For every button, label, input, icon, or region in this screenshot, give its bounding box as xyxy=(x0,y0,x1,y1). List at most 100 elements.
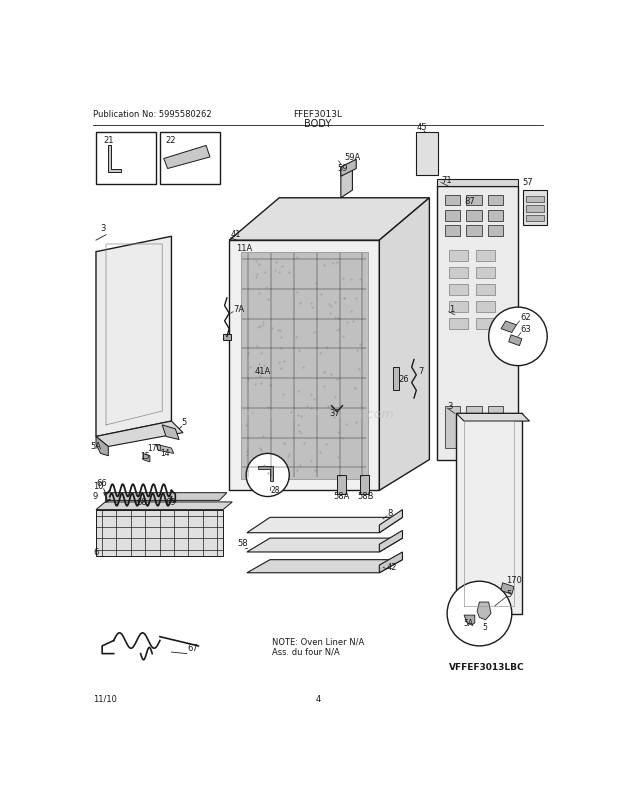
Polygon shape xyxy=(341,160,356,177)
Bar xyxy=(445,226,460,237)
Polygon shape xyxy=(379,510,402,533)
Text: 63: 63 xyxy=(520,324,531,333)
Bar xyxy=(416,133,438,176)
Bar xyxy=(96,510,223,556)
Text: 68: 68 xyxy=(137,497,148,506)
Bar xyxy=(523,191,547,225)
Bar xyxy=(445,406,460,448)
Text: 7A: 7A xyxy=(233,305,244,314)
Bar xyxy=(526,216,544,221)
Text: 41A: 41A xyxy=(255,367,271,375)
Circle shape xyxy=(489,308,547,367)
Text: 28: 28 xyxy=(270,486,280,495)
Polygon shape xyxy=(229,199,430,241)
Bar xyxy=(223,334,231,341)
Bar xyxy=(466,211,482,221)
Text: FFEF3013L: FFEF3013L xyxy=(293,110,342,119)
Polygon shape xyxy=(143,454,150,462)
Text: 6: 6 xyxy=(93,547,99,556)
Text: 8: 8 xyxy=(387,508,392,517)
Text: 26: 26 xyxy=(399,374,409,383)
Text: VFFEF3013LBC: VFFEF3013LBC xyxy=(449,662,525,671)
Text: 9: 9 xyxy=(93,492,98,500)
Bar xyxy=(526,206,544,213)
Text: 170: 170 xyxy=(147,444,161,452)
Text: 58B: 58B xyxy=(358,492,374,500)
Bar xyxy=(337,476,346,495)
Text: 66: 66 xyxy=(96,478,107,487)
Text: 3: 3 xyxy=(447,401,453,410)
Text: 21: 21 xyxy=(104,136,114,145)
Text: 170: 170 xyxy=(507,576,522,585)
Polygon shape xyxy=(96,237,172,437)
Bar xyxy=(393,367,399,391)
Text: 22: 22 xyxy=(166,136,176,145)
Text: 71: 71 xyxy=(441,176,451,184)
Polygon shape xyxy=(341,164,352,199)
Polygon shape xyxy=(104,493,227,500)
Text: NOTE: Oven Liner N/A: NOTE: Oven Liner N/A xyxy=(272,637,364,646)
Polygon shape xyxy=(247,560,402,573)
Text: 1: 1 xyxy=(449,305,454,314)
Bar xyxy=(476,268,495,278)
Polygon shape xyxy=(379,531,402,553)
Circle shape xyxy=(447,581,512,646)
Polygon shape xyxy=(501,322,516,333)
Bar xyxy=(445,196,460,206)
Bar xyxy=(449,285,468,295)
Polygon shape xyxy=(477,602,491,620)
Bar xyxy=(466,406,482,448)
Text: 87: 87 xyxy=(464,197,475,206)
Bar xyxy=(449,318,468,330)
Text: 41: 41 xyxy=(231,229,241,238)
Bar xyxy=(488,211,503,221)
Text: 58: 58 xyxy=(237,539,247,548)
Polygon shape xyxy=(162,425,179,440)
Text: 15: 15 xyxy=(141,452,150,461)
Text: 45: 45 xyxy=(416,123,427,132)
Text: 5: 5 xyxy=(182,418,187,427)
Text: 59: 59 xyxy=(337,164,347,173)
Text: 58A: 58A xyxy=(333,492,350,500)
Text: 4: 4 xyxy=(315,694,321,703)
Text: 5A: 5A xyxy=(91,442,102,451)
Bar xyxy=(476,251,495,261)
Bar xyxy=(488,196,503,206)
Polygon shape xyxy=(437,187,518,460)
Text: eReplacementParts.com: eReplacementParts.com xyxy=(241,407,394,420)
Text: BODY: BODY xyxy=(304,119,331,129)
Text: 62: 62 xyxy=(520,313,531,322)
Text: 3: 3 xyxy=(100,224,106,233)
Bar xyxy=(466,196,482,206)
Polygon shape xyxy=(508,335,522,346)
Polygon shape xyxy=(108,146,122,173)
Bar xyxy=(96,132,156,184)
Polygon shape xyxy=(156,444,174,454)
Bar xyxy=(488,226,503,237)
Polygon shape xyxy=(96,422,183,447)
Polygon shape xyxy=(96,437,108,456)
Bar xyxy=(445,211,460,221)
Text: Publication No: 5995580262: Publication No: 5995580262 xyxy=(93,110,211,119)
Bar xyxy=(466,226,482,237)
Text: 69: 69 xyxy=(166,497,176,506)
Text: 5A: 5A xyxy=(463,618,474,628)
Polygon shape xyxy=(437,180,518,187)
Bar xyxy=(476,285,495,295)
Polygon shape xyxy=(229,241,379,491)
Polygon shape xyxy=(241,253,368,480)
Polygon shape xyxy=(247,517,402,533)
Text: 57: 57 xyxy=(523,178,533,187)
Polygon shape xyxy=(247,538,402,553)
Text: 37: 37 xyxy=(329,409,340,418)
Circle shape xyxy=(246,454,290,497)
Text: 11A: 11A xyxy=(236,243,253,253)
Text: 59A: 59A xyxy=(345,152,361,162)
Bar xyxy=(449,251,468,261)
Bar xyxy=(449,302,468,312)
Text: 14: 14 xyxy=(160,448,169,458)
Bar xyxy=(449,268,468,278)
Text: 5: 5 xyxy=(482,622,487,631)
Bar xyxy=(488,406,503,448)
Text: 10: 10 xyxy=(93,481,104,490)
